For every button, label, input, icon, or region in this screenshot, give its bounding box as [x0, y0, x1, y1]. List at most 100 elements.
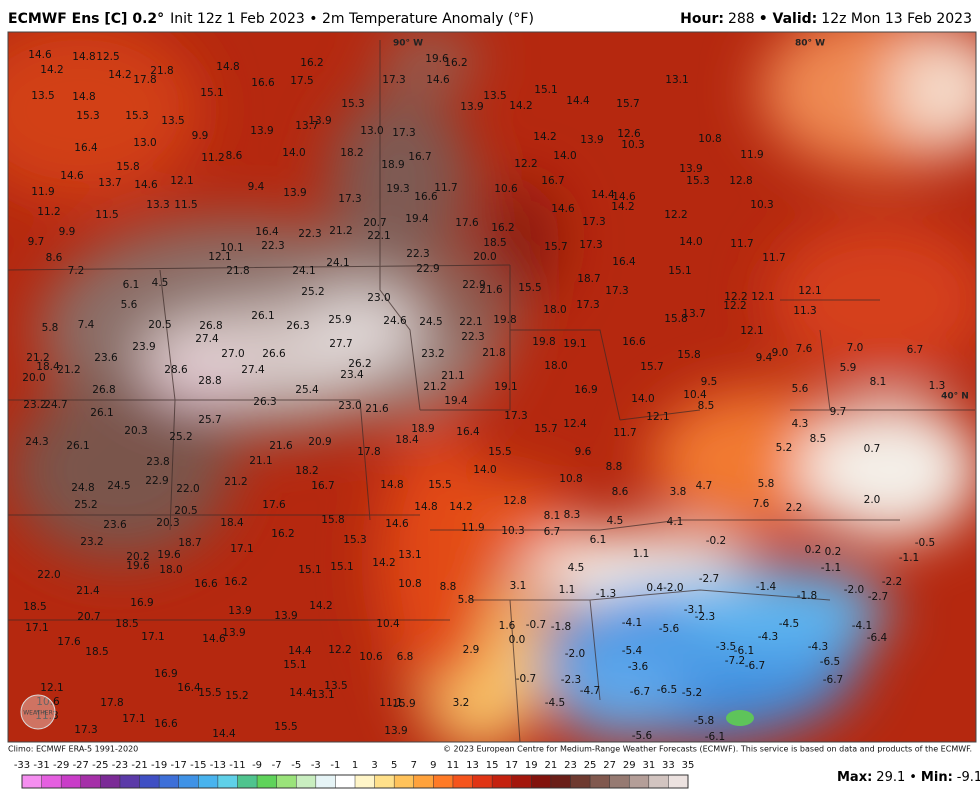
map-value-label: 8.8: [606, 461, 623, 473]
map-value-label: 25.2: [74, 499, 97, 511]
map-value-label: 19.1: [494, 381, 517, 393]
map-value-label: 0.2: [805, 544, 822, 556]
map-value-label: 16.6: [251, 77, 275, 89]
colorbar-tick-label: 29: [623, 760, 636, 771]
map-value-label: 22.3: [461, 331, 484, 343]
map-value-label: 10.6: [36, 696, 60, 708]
map-value-label: 13.1: [398, 549, 421, 561]
map-value-label: 12.4: [563, 418, 587, 430]
map-value-label: 28.6: [164, 364, 188, 376]
colorbar-tick-label: 1: [352, 760, 358, 771]
colorbar-swatch: [296, 775, 317, 788]
map-value-label: 25.7: [198, 414, 221, 426]
colorbar-tick-label: -25: [92, 760, 108, 771]
borders: [8, 40, 975, 742]
colorbar-tick-label: 33: [662, 760, 675, 771]
geo-label: 80° W: [795, 39, 825, 49]
map-value-label: 22.9: [462, 279, 485, 291]
map-value-label: 19.6: [126, 560, 150, 572]
colorbar-tick-label: -27: [73, 760, 89, 771]
map-value-label: 11.1: [379, 697, 402, 709]
colorbar-swatch: [609, 775, 630, 788]
map-value-label: 25.2: [169, 431, 192, 443]
map-value-label: 23.9: [132, 341, 155, 353]
map-value-label: -5.6: [659, 623, 680, 635]
map-value-label: -1.4: [756, 581, 777, 593]
colorbar-tick-label: -11: [229, 760, 245, 771]
map-value-label: 11.3: [35, 710, 58, 722]
map-value-label: 16.9: [130, 597, 153, 609]
geo-label: 90° W: [393, 39, 423, 49]
map-value-label: 18.9: [381, 159, 404, 171]
map-value-label: -4.1: [622, 617, 643, 629]
colorbar-tick-label: -9: [252, 760, 262, 771]
map-value-label: 14.6: [60, 170, 84, 182]
map-value-label: 12.1: [751, 291, 774, 303]
map-value-label: 23.6: [103, 519, 127, 531]
map-value-label: 4.5: [607, 515, 624, 527]
map-value-label: 13.9: [274, 610, 297, 622]
max: 29.1: [876, 770, 905, 785]
map-value-label: 6.1: [123, 279, 140, 291]
map-value-label: 26.6: [262, 348, 286, 360]
map-value-label: 13.9: [222, 627, 245, 639]
map-value-label: 15.7: [640, 361, 663, 373]
map-value-label: 12.1: [740, 325, 763, 337]
map-value-label: 13.9: [679, 163, 702, 175]
map-value-label: 5.8: [458, 594, 475, 606]
colorbar-swatch: [550, 775, 571, 788]
map-value-label: 17.3: [576, 299, 599, 311]
map-value-label: -1.8: [551, 621, 572, 633]
colorbar-swatch: [590, 775, 611, 788]
map-value-label: -5.2: [682, 687, 703, 699]
map-value-label: 11.7: [434, 182, 457, 194]
map-value-label: 14.2: [309, 600, 332, 612]
map-value-label: 20.0: [22, 372, 45, 384]
map-value-label: 22.3: [298, 228, 321, 240]
map-value-label: 1.3: [929, 380, 946, 392]
colorbar-swatch: [80, 775, 101, 788]
map-value-label: 13.7: [98, 177, 121, 189]
map-value-label: 14.4: [212, 728, 236, 740]
map-value-label: 16.2: [444, 57, 467, 69]
map-value-label: 21.2: [26, 352, 49, 364]
map-value-label: 7.2: [68, 265, 85, 277]
colorbar-tick-label: 15: [486, 760, 499, 771]
map-value-label: 13.9: [283, 187, 306, 199]
colorbar-swatch: [355, 775, 376, 788]
map-value-label: -0.2: [706, 535, 727, 547]
map-frame: [7, 31, 977, 743]
map-labels: 14.614.212.514.814.2 17.821.8 14.8 16.2 19.6…: [22, 49, 945, 743]
map-value-label: 22.3: [261, 240, 284, 252]
colorbar-swatch: [22, 775, 43, 788]
map-value-label: 5.9: [840, 362, 857, 374]
map-value-label: 14.0: [553, 150, 576, 162]
colorbar-tick-label: 19: [525, 760, 538, 771]
copyright: © 2023 European Centre for Medium-Range …: [443, 745, 972, 754]
colorbar-tick-label: -13: [210, 760, 226, 771]
map-value-label: 9.0: [772, 347, 789, 359]
map-value-label: 12.1: [798, 285, 821, 297]
logo: [20, 694, 56, 730]
map-value-label: 17.3: [74, 724, 97, 736]
colorbar-tick-label: -17: [171, 760, 187, 771]
map-value-label: 18.4: [395, 434, 419, 446]
map-value-label: 12.1: [170, 175, 193, 187]
logo-text: WEATHER: [23, 710, 53, 717]
colorbar-tick-label: -5: [291, 760, 301, 771]
max-label: Max:: [837, 770, 872, 785]
map-value-label: 18.4: [36, 361, 60, 373]
map-value-label: 15.5: [488, 446, 511, 458]
map-value-label: 6.1: [590, 534, 607, 546]
map-value-label: 24.7: [44, 399, 67, 411]
map-value-label: 13.5: [483, 90, 506, 102]
map-value-label: -0.7: [526, 619, 547, 631]
map-value-label: 16.9: [154, 668, 177, 680]
map-value-label: 18.2: [295, 465, 318, 477]
map-value-label: 21.2: [423, 381, 446, 393]
colorbar-tick-label: 35: [682, 760, 695, 771]
map-value-label: -1.1: [899, 552, 920, 564]
map-value-label: 23.0: [338, 400, 361, 412]
map-value-label: 9.6: [575, 446, 592, 458]
colorbar-swatch: [119, 775, 141, 788]
